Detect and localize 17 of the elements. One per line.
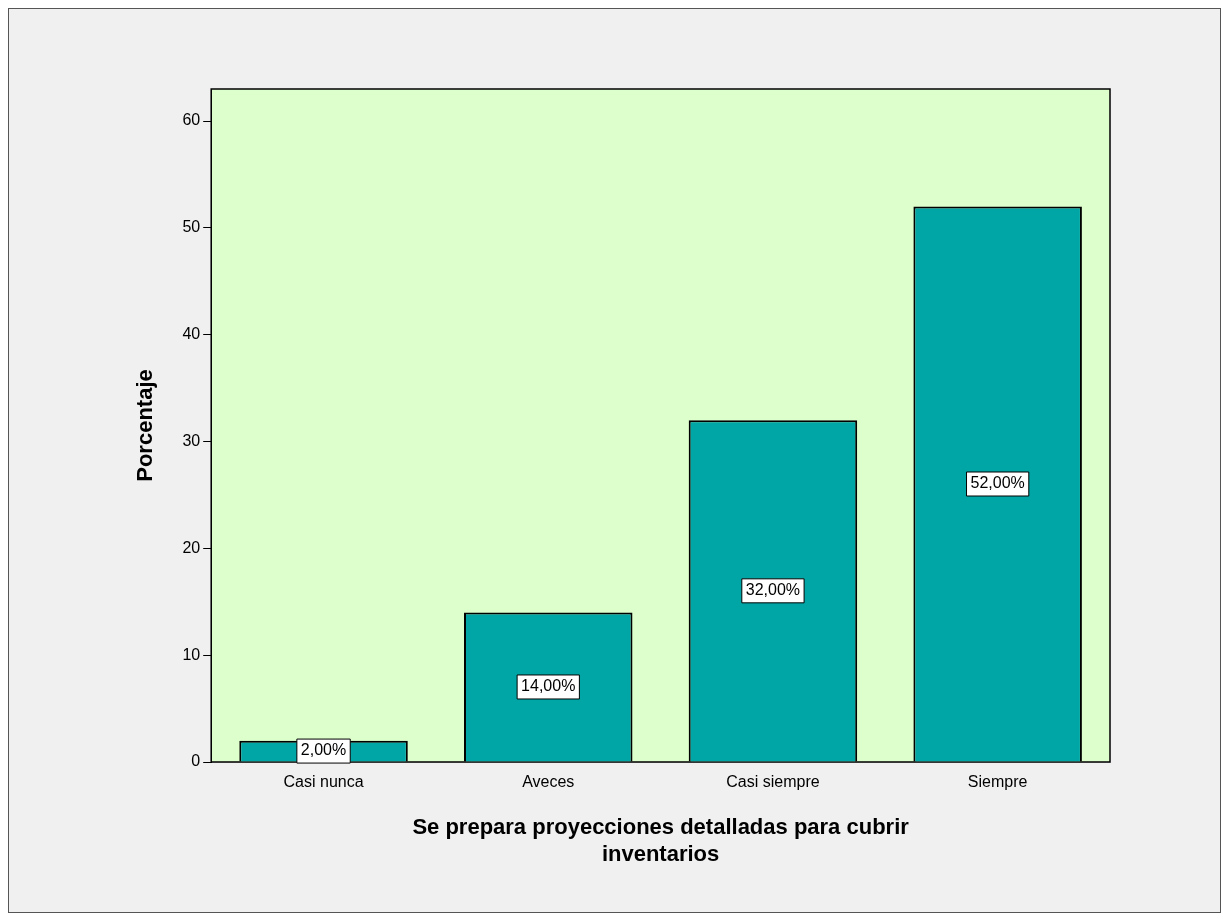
x-tick-label: Casi siempre [726,773,820,791]
y-axis-title: Porcentaje [132,369,158,482]
x-tick-label: Siempre [967,773,1028,791]
x-tick-label: Casi nunca [283,773,364,791]
y-tick-label: 40 [182,325,201,343]
x-axis-title: Se prepara proyecciones detalladas para cubrir inventarios [412,814,910,866]
y-tick-label: 30 [182,431,201,449]
y-tick-label: 60 [182,111,201,129]
data-label: 2,00% [300,741,347,759]
y-tick-label: 0 [191,752,201,770]
data-label: 14,00% [521,677,576,695]
y-tick-label: 20 [182,538,201,556]
x-tick-label: Aveces [522,773,575,791]
data-label: 32,00% [745,581,801,599]
y-tick-label: 10 [182,645,201,663]
data-label: 52,00% [970,474,1025,492]
y-tick-label: 50 [182,218,201,236]
